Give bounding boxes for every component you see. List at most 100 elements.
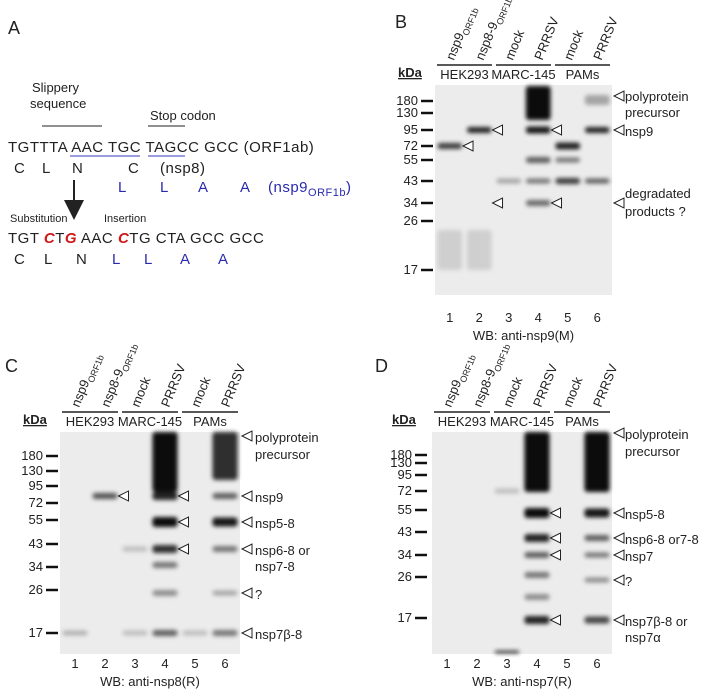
frame-label: (nsp9ORF1b): [268, 179, 352, 199]
insertion-label: Insertion: [104, 213, 146, 225]
arrowhead: [612, 507, 625, 519]
lane-name: nsp8-9: [470, 367, 499, 409]
substitution-label: Substitution: [10, 213, 67, 225]
lane-number: 2: [473, 656, 480, 671]
marker-label: 95: [29, 478, 43, 493]
annotation: nsp7β-8: [255, 627, 302, 642]
amino-acid: (nsp8): [160, 160, 206, 177]
slippery-label: sequence: [30, 96, 86, 111]
band: [525, 86, 551, 120]
lane-number: 3: [505, 310, 512, 325]
band: [524, 616, 550, 624]
lane-number: 1: [443, 656, 450, 671]
marker-label: 34: [29, 559, 43, 574]
amino-acid: L: [42, 160, 51, 177]
bands: [494, 432, 610, 654]
lane-number: 4: [161, 656, 168, 671]
lane-name: nsp8-9: [472, 20, 501, 62]
lane-name: nsp8-9: [98, 367, 127, 409]
band: [525, 157, 551, 163]
lane-name: mock: [188, 374, 214, 409]
group-label: PAMs: [565, 414, 599, 429]
band: [92, 493, 118, 499]
lane-subscript: ORF1b: [458, 353, 478, 384]
band: [524, 552, 550, 558]
marker-label: 180: [21, 448, 43, 463]
annotation: degradated: [625, 186, 691, 201]
panel-label: A: [8, 18, 20, 38]
band: [212, 630, 238, 636]
lane-number: 1: [71, 656, 78, 671]
amino-acid: A: [198, 179, 209, 196]
arrowhead: [177, 516, 189, 528]
lane-number: 4: [533, 656, 540, 671]
annotation: nsp6-8 or: [255, 543, 311, 558]
band: [122, 630, 148, 636]
lane-number: 6: [221, 656, 228, 671]
band: [524, 432, 550, 492]
band: [524, 594, 550, 600]
annotation: precursor: [625, 444, 681, 459]
marker-label: 26: [398, 569, 412, 584]
annotation: precursor: [255, 447, 311, 462]
lane-subscript: ORF1b: [86, 353, 106, 384]
lane-header: mock: [500, 374, 526, 409]
arrowhead: [612, 549, 625, 561]
amino-acid: A: [180, 251, 191, 268]
stop-codon-label: Stop codon: [150, 108, 216, 123]
band: [584, 95, 610, 105]
arrowhead: [177, 490, 189, 502]
arrowhead: [612, 427, 625, 439]
amino-acid: L: [160, 179, 169, 196]
marker-label: 72: [29, 495, 43, 510]
blot: [432, 432, 612, 654]
band: [584, 535, 610, 541]
lane-name: mock: [561, 27, 587, 62]
lane-header: PRRSV: [530, 362, 561, 409]
panel-label: B: [395, 12, 407, 32]
band: [494, 488, 520, 494]
band: [524, 572, 550, 578]
group-label: HEK293: [438, 414, 486, 429]
blot: [435, 85, 612, 295]
marker-label: 17: [398, 610, 412, 625]
arrowhead: [117, 490, 129, 502]
group-label: MARC-145: [118, 414, 182, 429]
band: [152, 630, 178, 636]
amino-acid: C: [14, 160, 25, 177]
band: [584, 577, 610, 583]
caption: WB: anti-nsp9(M): [473, 328, 574, 343]
marker-label: 17: [404, 262, 418, 277]
lane-name: mock: [128, 374, 154, 409]
lane-number: 1: [446, 310, 453, 325]
annotation: nsp5-8: [255, 516, 295, 531]
marker-label: 17: [29, 625, 43, 640]
annotation: nsp7-8: [255, 559, 295, 574]
lane-header: mock: [502, 27, 528, 62]
kda-label: kDa: [398, 65, 423, 80]
amino-acid: L: [144, 251, 153, 268]
annotation: nsp9: [255, 490, 283, 505]
band: [152, 590, 178, 596]
marker-label: 43: [404, 173, 418, 188]
annotation: ?: [625, 574, 632, 589]
lane-name: mock: [500, 374, 526, 409]
annotation: ?: [255, 587, 262, 602]
marker-label: 130: [21, 463, 43, 478]
band: [555, 142, 581, 150]
lane-name: mock: [560, 374, 586, 409]
band: [524, 508, 550, 518]
lane-name: PRRSV: [218, 362, 249, 409]
amino-acid: A: [218, 251, 229, 268]
lane-subscript: ORF1b: [120, 343, 140, 374]
caption: WB: anti-nsp8(R): [100, 674, 200, 689]
bands: [437, 86, 610, 270]
kda-label: kDa: [23, 412, 48, 427]
annotation: nsp7: [625, 549, 653, 564]
lane-number: 6: [594, 310, 601, 325]
annotation: nsp9: [625, 124, 653, 139]
lane-number: 5: [191, 656, 198, 671]
lane-header: PRRSV: [158, 362, 189, 409]
arrowhead: [461, 140, 474, 152]
